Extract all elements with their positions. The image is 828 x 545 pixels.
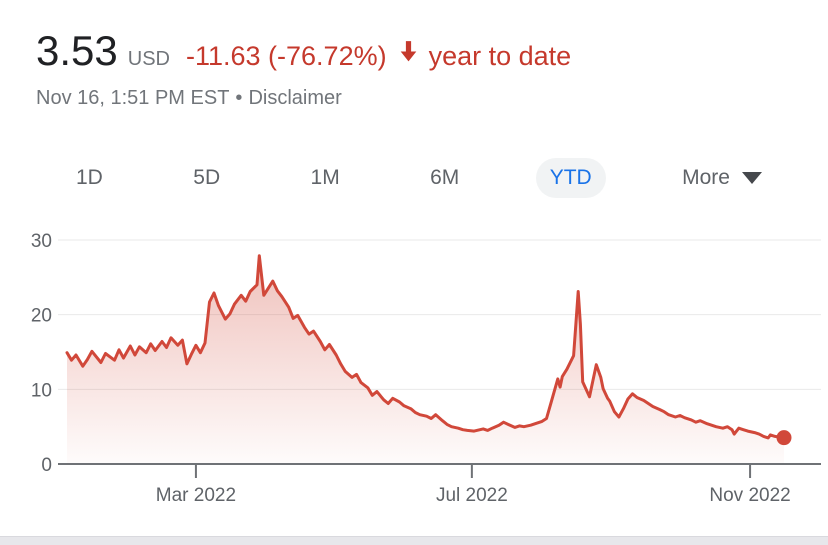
- y-axis-label: 30: [31, 231, 52, 252]
- tab-1d[interactable]: 1D: [76, 166, 103, 189]
- price-line: [65, 254, 786, 440]
- separator-dot: •: [235, 87, 243, 109]
- area-fill: [67, 255, 784, 464]
- time-range-tabs: 1D 5D 1M 6M YTD More: [0, 156, 828, 200]
- quote-header: 3.53 USD -11.63 (-76.72%) year to date N…: [36, 28, 571, 110]
- current-price-dot: [776, 430, 792, 446]
- section-divider: [0, 536, 828, 545]
- currency-label: USD: [127, 48, 170, 70]
- tab-ytd[interactable]: YTD: [535, 158, 606, 198]
- price-row: 3.53 USD -11.63 (-76.72%) year to date: [36, 28, 571, 74]
- y-axis-label: 10: [31, 380, 52, 401]
- quote-subtitle: Nov 16, 1:51 PM EST • Disclaimer: [36, 87, 571, 110]
- x-axis-label: Jul 2022: [436, 485, 508, 506]
- tab-more-label: More: [682, 166, 730, 189]
- y-axis-label: 20: [31, 306, 52, 327]
- tab-6m[interactable]: 6M: [430, 166, 460, 189]
- x-axis-label: Nov 2022: [709, 485, 790, 506]
- tab-more[interactable]: More: [668, 158, 776, 198]
- tab-1m[interactable]: 1M: [310, 166, 340, 189]
- dropdown-arrow-icon: [741, 172, 762, 184]
- price-change: -11.63 (-76.72%): [185, 41, 387, 71]
- quote-timestamp: Nov 16, 1:51 PM EST: [36, 87, 230, 109]
- down-arrow-icon: [396, 39, 421, 69]
- x-axis-label: Mar 2022: [156, 485, 236, 506]
- tab-5d[interactable]: 5D: [193, 166, 221, 189]
- current-price: 3.53: [36, 27, 118, 74]
- disclaimer-link[interactable]: Disclaimer: [248, 87, 342, 109]
- y-axis-label: 0: [41, 455, 52, 476]
- change-period-label: year to date: [428, 41, 572, 71]
